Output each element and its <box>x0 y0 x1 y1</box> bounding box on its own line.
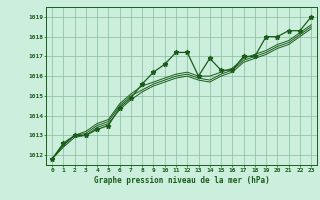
X-axis label: Graphe pression niveau de la mer (hPa): Graphe pression niveau de la mer (hPa) <box>94 176 269 185</box>
